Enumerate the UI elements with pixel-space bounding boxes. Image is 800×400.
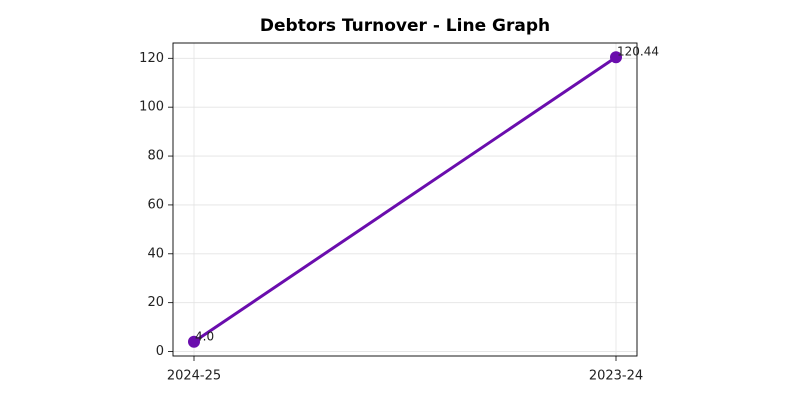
point [188,335,200,348]
y-tick-label: 20 [147,295,164,310]
value-label: 120.44 [617,45,659,59]
y-tick-label: 100 [139,100,164,115]
point [610,51,622,64]
y-tick-label: 60 [147,197,164,212]
line [193,55,617,344]
y-tick-label: 0 [156,344,164,359]
x-tick-label: 2023-24 [589,369,643,384]
y-tick-label: 80 [147,149,164,164]
chart-title: Debtors Turnover - Line Graph [260,16,550,36]
value-label: 4.0 [195,329,214,343]
plot-frame [172,42,638,357]
y-tick-label: 40 [147,246,164,261]
x-tick-label: 2024-25 [167,369,221,384]
y-tick-label: 120 [139,51,164,66]
